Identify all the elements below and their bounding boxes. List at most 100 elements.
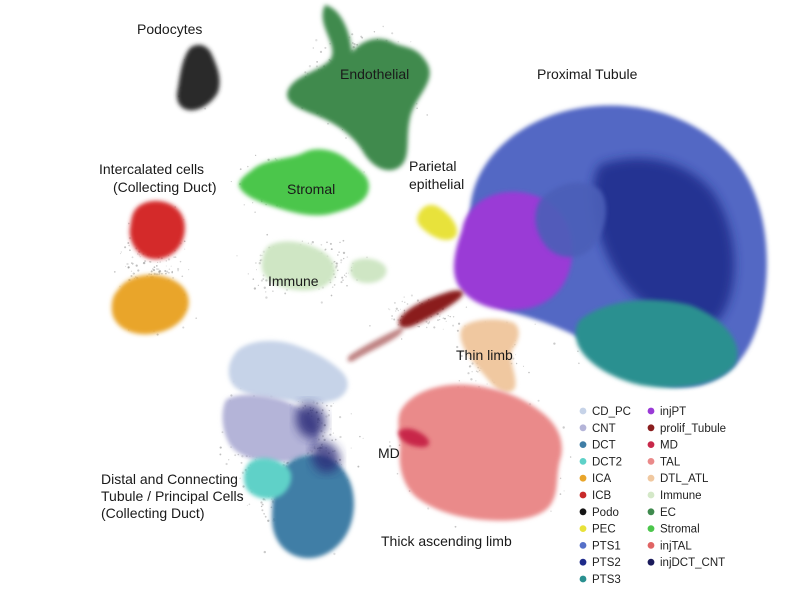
legend-marker [579, 525, 587, 532]
legend-marker [579, 407, 587, 415]
noise-point [148, 273, 151, 276]
legend-label: injTAL [660, 540, 692, 552]
noise-point [343, 257, 345, 260]
noise-point [130, 270, 133, 272]
noise-point [475, 380, 477, 382]
noise-point [239, 477, 241, 480]
noise-point [262, 274, 265, 277]
noise-point [456, 329, 459, 332]
noise-point [321, 435, 324, 438]
noise-point [150, 270, 153, 273]
noise-point [369, 324, 371, 327]
legend-item: DTL_ATL [647, 473, 709, 485]
noise-point [324, 432, 326, 434]
noise-point [139, 256, 141, 258]
noise-point [341, 276, 344, 279]
noise-point [177, 269, 179, 272]
noise-point [311, 241, 314, 244]
noise-point [260, 501, 263, 504]
noise-point [221, 431, 224, 434]
noise-point [346, 284, 348, 287]
noise-point [336, 254, 339, 256]
noise-point [332, 432, 335, 434]
noise-point [332, 402, 334, 404]
label-immune: Immune [268, 273, 319, 289]
noise-point [253, 287, 257, 290]
noise-point [241, 455, 244, 458]
noise-point [388, 441, 391, 443]
noise-point [126, 262, 129, 266]
noise-point [127, 266, 130, 269]
noise-point [395, 307, 398, 310]
legend-marker [579, 458, 587, 465]
noise-point [165, 265, 167, 267]
noise-point [559, 477, 562, 480]
label-thick-ascending-limb: Thick ascending limb [381, 533, 512, 549]
legend-label: prolif_Tubule [660, 423, 726, 435]
noise-point [120, 251, 122, 253]
noise-point [479, 369, 481, 372]
legend-label: Podo [592, 507, 619, 519]
noise-point [340, 261, 342, 264]
noise-point [340, 464, 343, 466]
noise-point [254, 154, 257, 157]
noise-point [240, 498, 243, 500]
noise-point [559, 493, 562, 495]
noise-point [265, 296, 268, 299]
legend-marker [647, 407, 655, 415]
legend-marker [647, 441, 655, 448]
noise-point [391, 315, 393, 317]
noise-point [328, 410, 330, 412]
noise-point [388, 445, 392, 448]
noise-point [131, 256, 134, 259]
noise-point [410, 294, 413, 297]
noise-point [323, 438, 326, 442]
noise-point [393, 301, 396, 304]
noise-point [329, 242, 332, 245]
noise-point [569, 456, 572, 458]
noise-point [165, 272, 167, 275]
legend-item: prolif_Tubule [647, 423, 726, 435]
noise-point [345, 275, 347, 278]
noise-point [476, 370, 479, 373]
cluster-distal-connecting [222, 340, 354, 559]
noise-point [353, 43, 355, 45]
noise-point [324, 248, 327, 251]
noise-point [335, 262, 339, 265]
cluster-tal [398, 384, 562, 521]
cluster-pts2 [593, 158, 735, 326]
noise-point [331, 439, 333, 441]
legend-item: injTAL [647, 540, 692, 552]
noise-point [329, 433, 332, 436]
noise-point [416, 299, 419, 302]
noise-point [168, 271, 170, 274]
noise-point [389, 309, 391, 311]
noise-point [255, 269, 258, 271]
noise-point [452, 316, 455, 318]
noise-point [318, 288, 320, 290]
noise-point [403, 310, 406, 312]
noise-point [144, 260, 147, 263]
noise-point [363, 171, 365, 173]
cluster-cd-pc [228, 340, 348, 403]
legend-marker [579, 558, 587, 566]
noise-point [157, 268, 160, 271]
noise-point [419, 301, 421, 304]
noise-point [350, 413, 352, 415]
legend-label: CD_PC [592, 406, 631, 418]
noise-point [460, 351, 463, 354]
noise-point [350, 447, 352, 449]
noise-point [470, 378, 473, 381]
legend-label: TAL [660, 456, 681, 468]
noise-point [230, 499, 232, 501]
noise-point [562, 426, 565, 429]
label-proximal-tubule: Proximal Tubule [537, 66, 638, 82]
noise-point [171, 271, 174, 274]
legend-label: injPT [660, 406, 686, 418]
noise-point [537, 399, 540, 402]
legend-label: MD [660, 440, 678, 452]
noise-point [258, 262, 261, 265]
noise-point [153, 272, 156, 275]
noise-point [393, 318, 396, 321]
